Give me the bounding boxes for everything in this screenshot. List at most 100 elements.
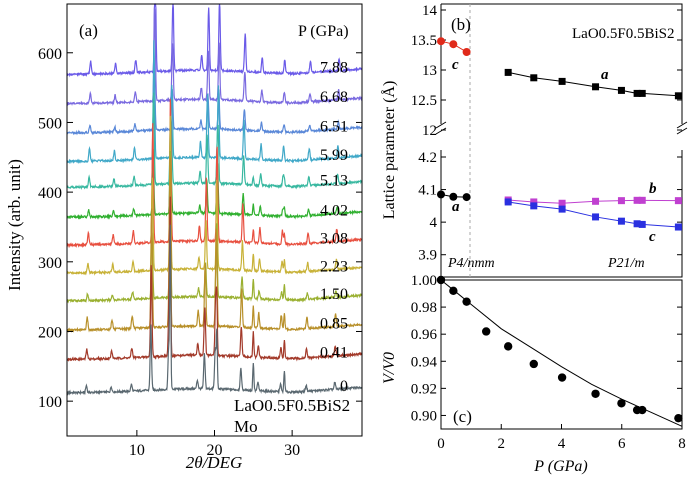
series-label-c-monoclinic: c: [649, 229, 656, 245]
pressure-label: 4.02: [320, 203, 348, 220]
panel-c-y-tick-label: 1.00: [411, 273, 437, 289]
data-point-a: [638, 89, 646, 97]
panel-c-y-ticks: 0.90 0.92 0.94 0.96 0.98 1.00: [411, 273, 682, 424]
diffraction-traces: [66, 3, 363, 396]
data-point-c: [449, 40, 458, 49]
data-point-b: [617, 197, 625, 205]
trace-2.23-gpa: [66, 115, 363, 276]
panel-b-y-tick-label: 13: [422, 63, 437, 79]
panel-b: 12 12.5 13 13.5 14 3.9 4 4.1 4.2 (b) LaO0.5F0.5B…: [380, 3, 688, 278]
trace-6.68-gpa: [66, 8, 363, 107]
panel-a-y-tick-label: 400: [38, 185, 62, 202]
data-point-b: [558, 199, 566, 207]
panel-a-y-tick-label: 300: [38, 255, 62, 272]
data-point-c: [437, 37, 445, 46]
data-point-c: [462, 48, 471, 56]
series-label-b-monoclinic: b: [649, 181, 657, 197]
data-point-c: [504, 198, 512, 206]
panel-a-y-tick-label: 100: [38, 394, 62, 411]
panel-b-y-tick-label: 4: [430, 215, 438, 231]
data-point-a: [530, 74, 538, 82]
panel-a-x-tick-label: 20: [207, 442, 223, 459]
volume-point: [529, 359, 538, 369]
volume-points: [436, 275, 683, 423]
panel-a-x-tick-label: 30: [284, 442, 300, 459]
trace-3.08-gpa: [66, 98, 363, 249]
volume-point: [674, 413, 683, 423]
trace-5.99-gpa: [66, 40, 363, 165]
panel-b-label: (b): [451, 15, 471, 34]
panel-c-x-ticks: 0 2 4 6 8: [437, 424, 686, 452]
pressure-label: 5.13: [320, 173, 348, 190]
data-point-a: [592, 83, 600, 91]
phase-label-tetragonal: P4/nmm: [447, 256, 495, 271]
panel-b-y-tick-label: 12: [422, 123, 437, 139]
data-point-a: [504, 68, 512, 76]
trace-4.02-gpa: [66, 126, 363, 220]
panel-c-y-tick-label: 0.96: [411, 327, 438, 343]
data-point-b: [592, 197, 600, 205]
series-label-a-monoclinic: a: [601, 67, 609, 83]
volume-point: [503, 342, 513, 351]
data-point-a: [633, 89, 641, 97]
panel-a-y-tick-label: 600: [38, 46, 62, 63]
panel-b-y-tick-label: 4.1: [418, 183, 437, 199]
pressure-label: 0.85: [320, 315, 348, 332]
panel-a-y-tick-label: 200: [38, 324, 62, 341]
panel-b-title: LaO0.5F0.5BiS2: [572, 26, 675, 42]
lattice-points: [437, 37, 682, 231]
data-point-c: [592, 213, 600, 221]
trace-7.88-gpa: [66, 3, 363, 78]
phase-label-monoclinic: P21/m: [607, 256, 645, 271]
panel-a: 10 20 30 100 200 300 400 500 600 (a) Intensity …: [5, 3, 363, 472]
panel-c-x-tick-label: 8: [678, 436, 686, 452]
panel-a-label: (a): [79, 21, 98, 40]
trace-6.51-gpa: [66, 64, 363, 136]
pressure-labels: 0 0.41 0.85 1.50 2.23 3.08 4.02 5.13 5.99 6.51 6.6…: [320, 60, 348, 395]
volume-point: [557, 373, 567, 382]
panel-b-y-axis-label: Lattice parameter (Å): [380, 81, 398, 220]
panel-a-x-axis-label: 2θ/DEG: [186, 453, 243, 472]
panel-c-x-tick-label: 4: [558, 436, 566, 452]
trace-1.50-gpa: [66, 150, 363, 304]
data-point-a: [674, 92, 682, 100]
data-point-c: [617, 217, 625, 225]
pressure-label: 0: [340, 378, 348, 395]
panel-b-y-tick-label: 13.5: [411, 33, 437, 49]
panel-c-frame: [440, 279, 683, 430]
panel-a-y-axis-label: Intensity (arb. unit): [5, 159, 24, 291]
series-label-a-tetragonal: a: [452, 199, 460, 215]
panel-c-x-tick-label: 6: [618, 436, 626, 452]
pressure-label: 0.41: [320, 345, 348, 362]
trace-0-gpa: [66, 224, 363, 396]
volume-point: [638, 405, 647, 415]
data-point-a: [437, 190, 445, 199]
data-point-c: [638, 220, 646, 228]
panel-b-y-tick-label: 4.2: [418, 150, 437, 166]
mo-label: Mo: [234, 417, 258, 436]
trace-0.41-gpa: [67, 196, 363, 362]
panel-c-x-axis-label: P (GPa): [533, 458, 587, 475]
volume-point: [591, 389, 600, 398]
pressure-label: 1.50: [320, 286, 348, 303]
pressure-label: 3.08: [320, 230, 348, 247]
data-point-a: [558, 77, 566, 85]
pressure-label: 6.68: [320, 89, 348, 106]
data-point-c: [674, 223, 682, 231]
volume-point: [481, 327, 491, 336]
panel-b-y-ticks: 12 12.5 13 13.5 14 3.9 4 4.1 4.2: [411, 3, 682, 264]
volume-point: [449, 286, 458, 296]
volume-point: [462, 297, 471, 306]
data-point-b: [638, 196, 646, 204]
panel-c-x-tick-label: 0: [437, 436, 445, 452]
pressure-label: 6.51: [320, 118, 348, 135]
axis-break-marks: [435, 121, 688, 135]
panel-b-y-tick-label: 14: [422, 3, 438, 19]
volume-fit-curve: [440, 279, 683, 427]
panel-b-y-tick-label: 3.9: [418, 248, 437, 264]
data-point-c: [530, 202, 538, 210]
panel-c-y-tick-label: 0.92: [411, 381, 437, 397]
data-point-c: [633, 220, 641, 228]
panel-a-y-tick-label: 500: [38, 115, 62, 132]
